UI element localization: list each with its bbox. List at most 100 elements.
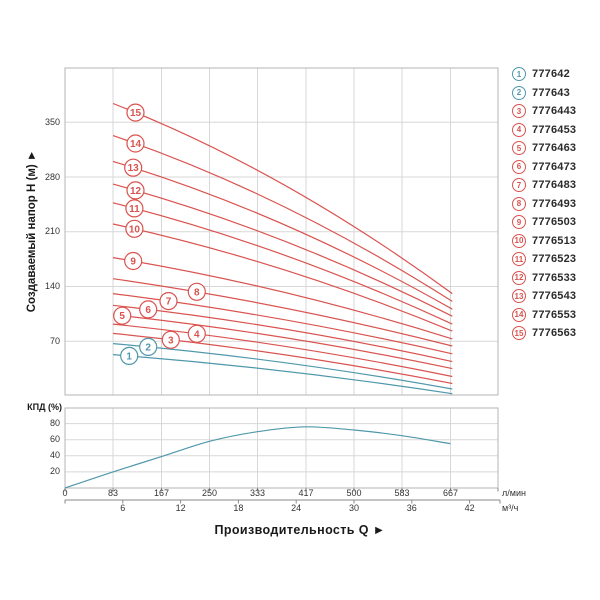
- legend-model-10: 7776513: [532, 234, 577, 247]
- pump-curve-4: [112, 323, 453, 378]
- legend-model-14: 7776553: [532, 308, 577, 321]
- pump-curve-7: [112, 293, 453, 355]
- curve-badge-circle-15: [126, 103, 145, 122]
- legend-item-13: 13 7776543: [512, 287, 576, 305]
- efficiency-axis-label: КПД (%): [27, 402, 62, 412]
- curve-badge-number-10: 10: [129, 224, 141, 235]
- flow-tick-lmin-583: 583: [394, 487, 410, 498]
- pump-curve-12: [112, 183, 453, 317]
- flow-tick-m3h-24: 24: [291, 502, 302, 513]
- curve-badge-circle-2: [139, 337, 158, 356]
- legend-item-1: 1 777642: [512, 65, 570, 83]
- legend-circle-1: 1: [512, 67, 526, 81]
- legend-model-12: 7776533: [532, 271, 577, 284]
- curve-badge-number-7: 7: [166, 297, 172, 308]
- pump-curve-10: [112, 223, 453, 332]
- unit-label-m3h: м³/ч: [502, 503, 519, 513]
- flow-tick-lmin-250: 250: [201, 487, 218, 498]
- legend-circle-10: 10: [512, 233, 526, 248]
- legend-model-2: 777643: [532, 86, 570, 99]
- legend-model-8: 7776493: [532, 197, 577, 210]
- legend-circle-5: 5: [512, 141, 526, 155]
- curve-badge-number-4: 4: [194, 329, 200, 340]
- legend-circle-15: 15: [512, 326, 526, 340]
- flow-tick-lmin-0: 0: [62, 487, 68, 498]
- legend-circle-3: 3: [512, 104, 526, 118]
- curve-badge-number-14: 14: [130, 139, 142, 150]
- curve-badge-number-11: 11: [129, 204, 140, 215]
- legend-item-4: 4 7776453: [512, 121, 576, 139]
- pump-curve-11: [112, 202, 453, 325]
- legend-circle-8: 8: [512, 196, 526, 211]
- efficiency-curve: [64, 426, 451, 489]
- curve-badge-circle-12: [126, 181, 145, 200]
- curve-badge-circle-8: [187, 282, 206, 301]
- curve-badge-circle-14: [126, 134, 145, 153]
- legend-item-9: 9 7776503: [512, 213, 576, 231]
- flow-tick-m3h-6: 6: [120, 502, 126, 513]
- flow-tick-m3h-30: 30: [348, 502, 359, 513]
- pump-curve-6: [112, 304, 453, 363]
- efficiency-plot-border: [64, 407, 499, 489]
- flow-tick-m3h-36: 36: [406, 502, 417, 513]
- pump-curve-2: [112, 343, 453, 390]
- legend-item-6: 6 7776473: [512, 158, 576, 176]
- head-tick-350: 350: [44, 116, 60, 127]
- legend-circle-6: 6: [512, 159, 526, 174]
- flow-tick-m3h-18: 18: [233, 502, 244, 513]
- legend-model-7: 7776483: [532, 179, 577, 191]
- flow-tick-lmin-83: 83: [107, 487, 118, 498]
- legend-circle-11: 11: [512, 252, 526, 266]
- flow-tick-lmin-667: 667: [443, 487, 459, 498]
- legend-model-1: 777642: [532, 68, 570, 80]
- eff-tick-80: 80: [49, 418, 60, 429]
- legend-item-5: 5 7776463: [512, 139, 576, 157]
- legend-model-6: 7776473: [532, 160, 577, 173]
- legend-model-15: 7776563: [532, 327, 577, 339]
- legend-item-3: 3 7776443: [512, 102, 576, 120]
- curve-badge-number-8: 8: [194, 287, 200, 298]
- legend-item-2: 2 777643: [512, 84, 570, 102]
- curve-badge-number-2: 2: [145, 342, 151, 353]
- pump-curve-3: [112, 332, 453, 385]
- flow-tick-lmin-500: 500: [346, 487, 362, 498]
- legend-circle-4: 4: [512, 122, 526, 137]
- flow-tick-lmin-333: 333: [249, 487, 265, 498]
- legend-circle-7: 7: [512, 178, 526, 192]
- curve-badge-number-12: 12: [130, 186, 142, 197]
- pump-curve-5: [112, 314, 453, 370]
- legend-item-15: 15 7776563: [512, 324, 576, 342]
- pump-curve-1: [112, 354, 453, 395]
- legend-item-14: 14 7776553: [512, 306, 576, 324]
- curve-badge-circle-1: [120, 346, 139, 365]
- legend-model-11: 7776523: [532, 253, 577, 265]
- flow-tick-m3h-12: 12: [175, 502, 186, 513]
- head-tick-280: 280: [44, 171, 60, 182]
- pump-curve-15: [112, 102, 453, 295]
- pump-curve-14: [112, 135, 453, 302]
- legend-item-12: 12 7776533: [512, 269, 576, 287]
- eff-tick-40: 40: [49, 450, 60, 461]
- legend-item-7: 7 7776483: [512, 176, 576, 194]
- curve-badge-number-15: 15: [130, 108, 142, 119]
- curve-badge-circle-13: [124, 158, 143, 177]
- curve-badge-circle-4: [187, 324, 206, 343]
- curve-badge-number-13: 13: [128, 163, 140, 174]
- legend-item-8: 8 7776493: [512, 195, 576, 213]
- unit-label-lmin: л/мин: [502, 488, 526, 498]
- head-tick-140: 140: [44, 281, 60, 292]
- curve-badge-circle-10: [125, 219, 144, 238]
- curve-badge-number-9: 9: [130, 257, 136, 268]
- curve-badge-circle-9: [124, 251, 143, 271]
- pump-curve-13: [112, 160, 453, 310]
- pump-curve-9: [112, 257, 453, 340]
- legend-model-13: 7776543: [532, 290, 577, 302]
- legend-item-11: 11 7776523: [512, 250, 576, 268]
- pump-curve-8: [112, 278, 453, 347]
- head-axis-title: Создаваемый напор H (м) ►: [26, 149, 38, 313]
- flow-tick-lmin-417: 417: [298, 487, 314, 498]
- legend-circle-9: 9: [512, 215, 526, 229]
- curve-badge-number-3: 3: [168, 335, 174, 346]
- head-tick-210: 210: [44, 226, 60, 237]
